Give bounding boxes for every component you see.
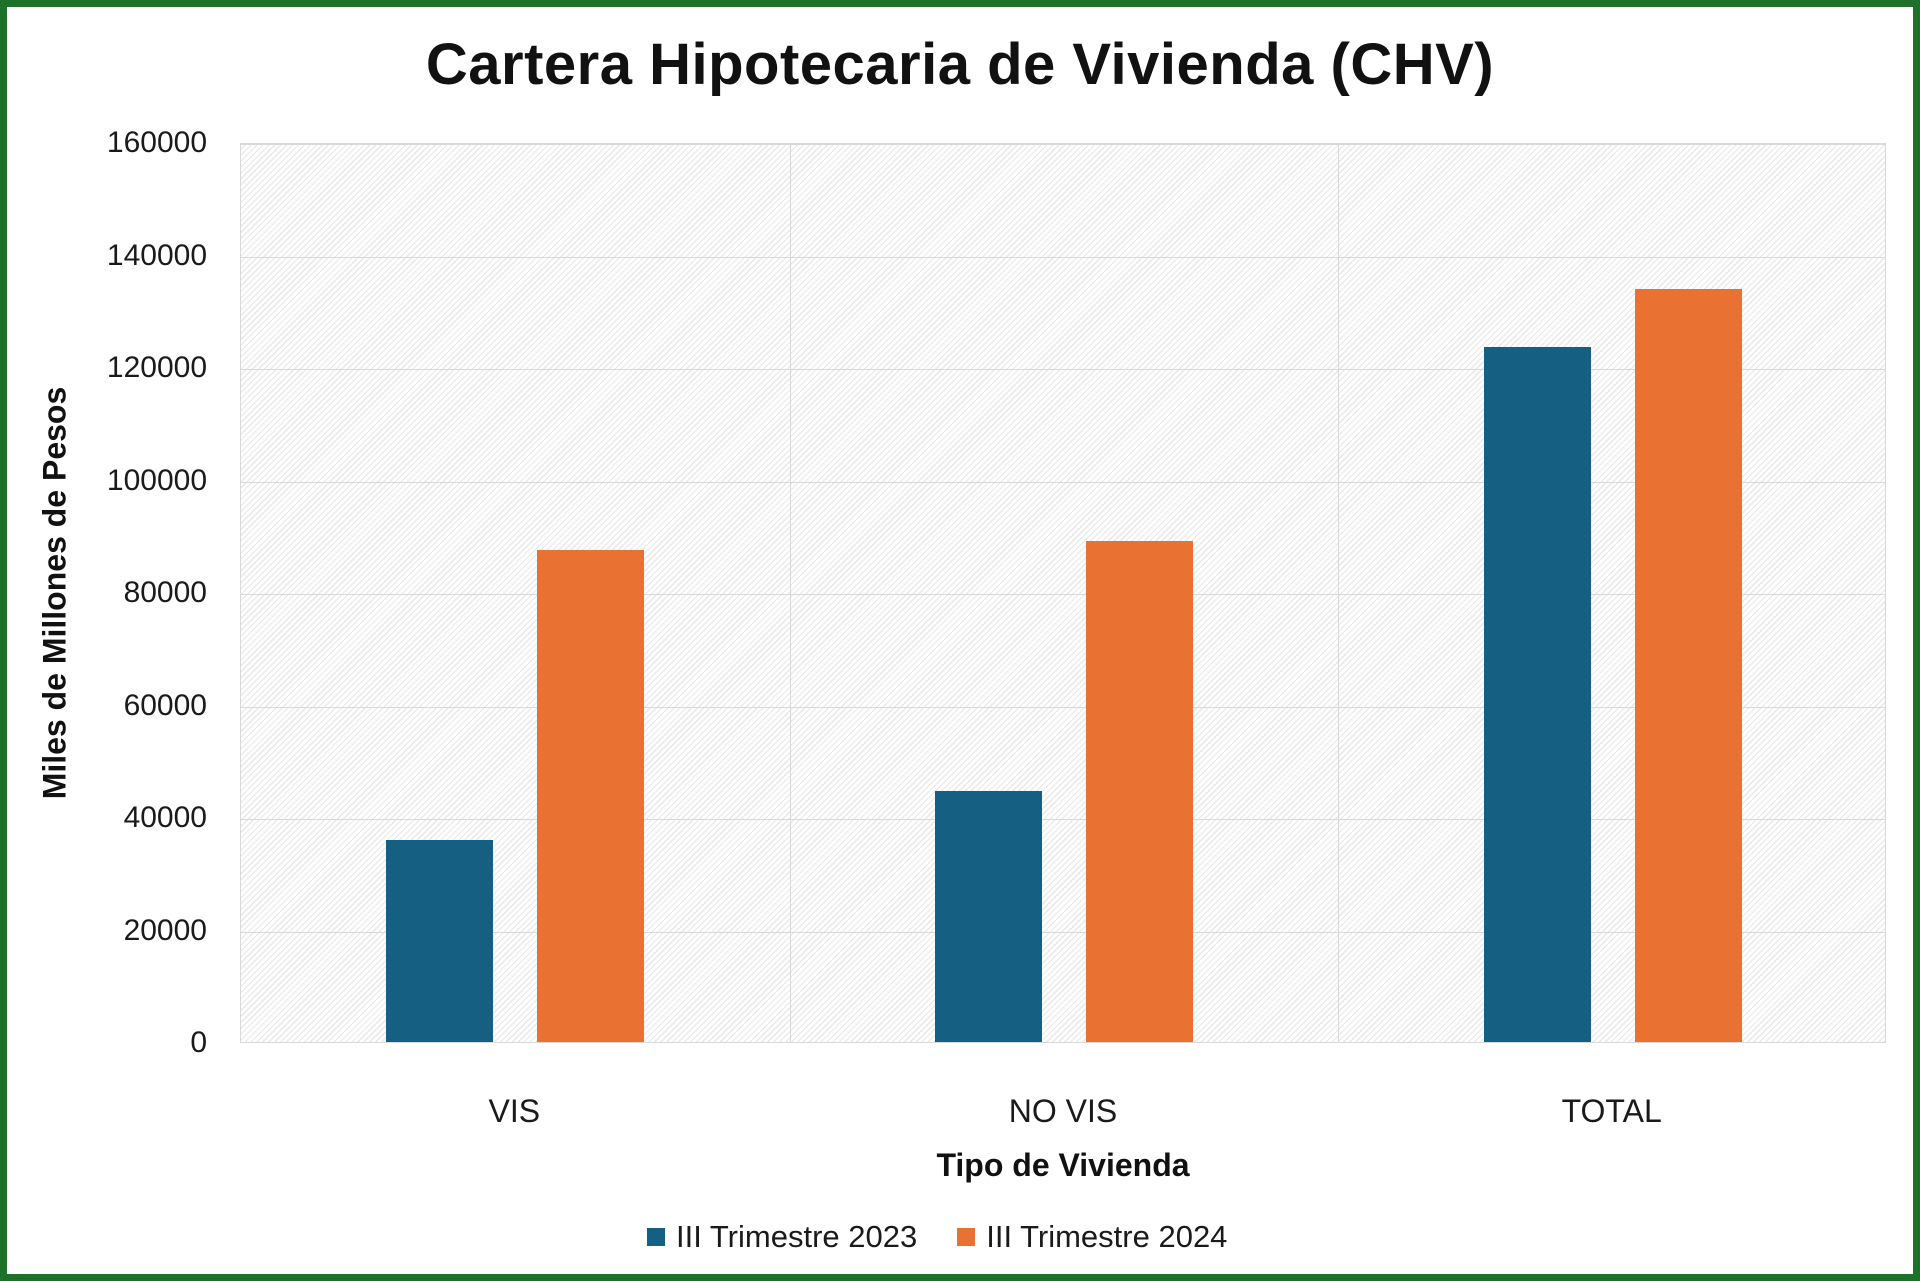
y-tick-label: 120000 xyxy=(106,351,207,384)
legend: III Trimestre 2023 III Trimestre 2024 xyxy=(647,1219,1227,1255)
legend-swatch-icon xyxy=(647,1228,665,1246)
bar-no-vis-iii-trimestre-2024 xyxy=(1086,541,1193,1042)
x-axis-title: Tipo de Vivienda xyxy=(936,1147,1190,1183)
y-tick-label: 20000 xyxy=(123,913,207,947)
y-tick-label: 60000 xyxy=(123,688,207,722)
bar-vis-iii-trimestre-2023 xyxy=(386,839,494,1042)
legend-label: III Trimestre 2024 xyxy=(986,1219,1228,1254)
bar-total-iii-trimestre-2023 xyxy=(1483,347,1591,1042)
gridline-horizontal xyxy=(241,256,1885,258)
y-tick-label: 40000 xyxy=(123,801,207,834)
y-tick-label: 140000 xyxy=(106,238,207,272)
chart-title: Cartera Hipotecaria de Vivienda (CHV) xyxy=(425,32,1495,97)
legend-item-iii-trimestre-2024: III Trimestre 2024 xyxy=(957,1219,1227,1255)
plot-area xyxy=(240,143,1886,1043)
gridline-horizontal xyxy=(241,931,1885,933)
x-category-label-vis: VIS xyxy=(488,1093,541,1129)
x-category-label-total: TOTAL xyxy=(1561,1093,1662,1129)
gridline-horizontal xyxy=(241,706,1885,708)
bar-vis-iii-trimestre-2024 xyxy=(537,549,645,1042)
gridline-horizontal xyxy=(241,144,1885,145)
gridline-horizontal xyxy=(241,369,1885,370)
y-tick-label: 0 xyxy=(190,1026,207,1059)
bar-total-iii-trimestre-2024 xyxy=(1634,288,1742,1042)
legend-item-iii-trimestre-2023: III Trimestre 2023 xyxy=(647,1219,917,1255)
gridline-vertical xyxy=(789,144,791,1042)
x-category-label-no-vis: NO VIS xyxy=(1008,1093,1118,1129)
bar-no-vis-iii-trimestre-2023 xyxy=(935,791,1042,1042)
legend-swatch-icon xyxy=(957,1228,976,1246)
gridline-horizontal xyxy=(241,819,1885,820)
gridline-horizontal xyxy=(241,594,1885,595)
y-tick-label: 100000 xyxy=(106,463,207,497)
gridline-horizontal xyxy=(241,481,1885,483)
y-tick-label: 80000 xyxy=(123,576,207,609)
legend-label: III Trimestre 2023 xyxy=(676,1219,918,1254)
gridline-vertical xyxy=(1338,144,1340,1042)
y-tick-label: 160000 xyxy=(106,126,207,159)
